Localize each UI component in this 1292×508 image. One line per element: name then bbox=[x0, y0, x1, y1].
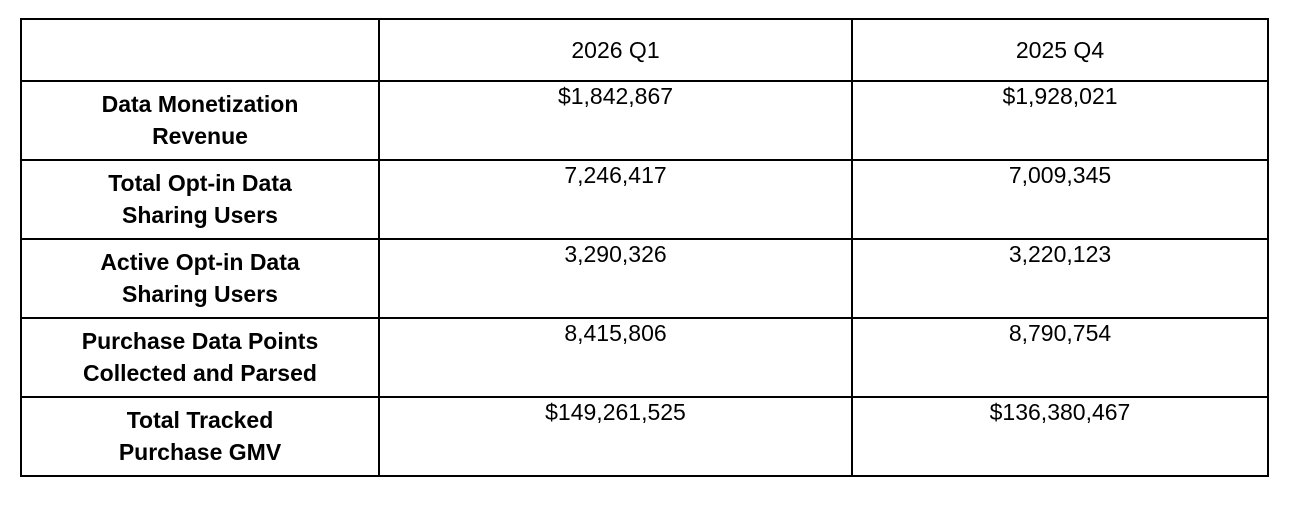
value-2026-q1: 8,415,806 bbox=[378, 317, 853, 398]
value-2026-q1: 3,290,326 bbox=[378, 238, 853, 319]
value-2026-q1: $1,842,867 bbox=[378, 80, 853, 161]
table-row-active-opt-in-users: Active Opt-in Data Sharing Users 3,290,3… bbox=[20, 238, 1269, 319]
value-2026-q1: 7,246,417 bbox=[378, 159, 853, 240]
value-2025-q4: $136,380,467 bbox=[851, 396, 1269, 477]
metric-column-header bbox=[20, 18, 380, 82]
metric-label: Purchase Data Points Collected and Parse… bbox=[20, 317, 380, 398]
table-header-row: 2026 Q1 2025 Q4 bbox=[20, 18, 1269, 82]
table-row-total-opt-in-users: Total Opt-in Data Sharing Users 7,246,41… bbox=[20, 159, 1269, 240]
column-header-2026-q1: 2026 Q1 bbox=[378, 18, 853, 82]
value-2025-q4: 7,009,345 bbox=[851, 159, 1269, 240]
metric-label: Total Opt-in Data Sharing Users bbox=[20, 159, 380, 240]
table-row-data-monetization-revenue: Data Monetization Revenue $1,842,867 $1,… bbox=[20, 80, 1269, 161]
column-header-2025-q4: 2025 Q4 bbox=[851, 18, 1269, 82]
value-2025-q4: $1,928,021 bbox=[851, 80, 1269, 161]
table-row-total-tracked-gmv: Total Tracked Purchase GMV $149,261,525 … bbox=[20, 396, 1269, 477]
metric-label: Data Monetization Revenue bbox=[20, 80, 380, 161]
value-2025-q4: 3,220,123 bbox=[851, 238, 1269, 319]
metric-label: Total Tracked Purchase GMV bbox=[20, 396, 380, 477]
quarterly-metrics-table: 2026 Q1 2025 Q4 Data Monetization Revenu… bbox=[20, 18, 1269, 477]
metrics-table-container: 2026 Q1 2025 Q4 Data Monetization Revenu… bbox=[20, 18, 1269, 477]
metric-label: Active Opt-in Data Sharing Users bbox=[20, 238, 380, 319]
value-2026-q1: $149,261,525 bbox=[378, 396, 853, 477]
value-2025-q4: 8,790,754 bbox=[851, 317, 1269, 398]
table-row-purchase-data-points: Purchase Data Points Collected and Parse… bbox=[20, 317, 1269, 398]
